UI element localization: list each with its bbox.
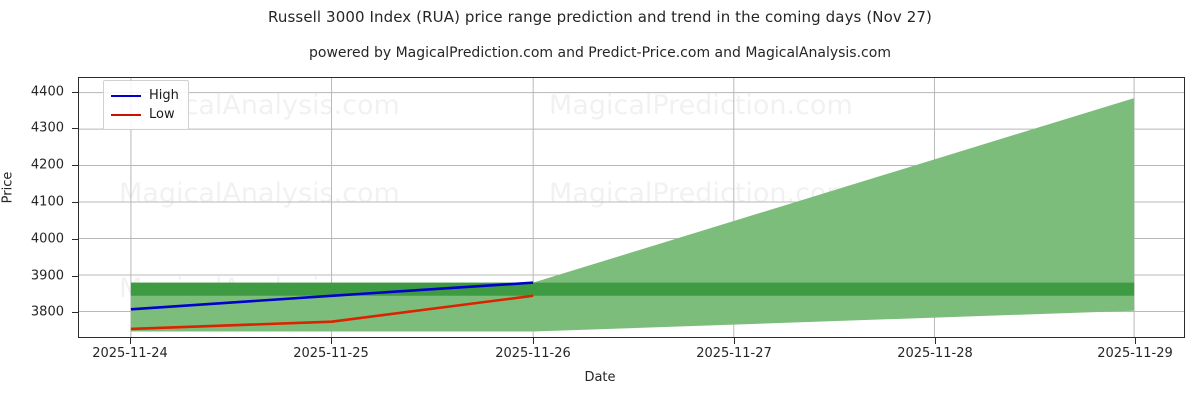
x-tick-mark [734,338,735,344]
y-tick-label: 4000 [30,231,64,247]
x-tick-mark [331,338,332,344]
x-tick-label: 2025-11-29 [1097,346,1173,361]
chart-subtitle: powered by MagicalPrediction.com and Pre… [309,45,891,61]
series-line-high [130,281,534,311]
x-tick-label: 2025-11-26 [495,346,571,361]
chart-title: Russell 3000 Index (RUA) price range pre… [268,8,932,26]
y-tick-mark [72,275,78,277]
band-prediction-range-light [130,98,1135,332]
x-tick-mark [935,338,936,344]
x-tick-mark [130,338,131,344]
series-line-low [130,294,534,331]
legend-label-high: High [149,88,179,103]
legend-swatch-low-icon [111,113,141,116]
x-tick-label: 2025-11-25 [293,346,369,361]
y-tick-label: 4100 [30,194,64,210]
y-tick-mark [72,165,78,167]
legend-label-low: Low [149,107,175,122]
y-tick-label: 3800 [30,304,64,320]
x-tick-label: 2025-11-28 [897,346,973,361]
y-tick-mark [72,91,78,93]
y-tick-mark [72,201,78,203]
y-axis-label: Price [0,171,16,204]
x-axis-label: Date [584,370,616,385]
y-tick-mark [72,128,78,130]
x-tick-mark [533,338,534,344]
y-tick-label: 4400 [30,84,64,100]
y-tick-label: 4200 [30,157,64,173]
legend-swatch-high-icon [111,94,141,97]
legend: High Low [103,80,189,130]
legend-item-high[interactable]: High [111,86,179,105]
y-tick-mark [72,238,78,240]
x-tick-mark [1135,338,1136,344]
y-tick-mark [72,312,78,314]
legend-item-low[interactable]: Low [111,105,179,124]
y-tick-label: 4300 [30,120,64,136]
x-tick-label: 2025-11-24 [92,346,168,361]
band-prediction-range-dark [130,282,1135,296]
x-tick-label: 2025-11-27 [696,346,772,361]
plot-canvas [79,78,1184,337]
y-tick-label: 3900 [30,268,64,283]
plot-area: MagicalAnalysis.com MagicalPrediction.com… [78,77,1185,338]
